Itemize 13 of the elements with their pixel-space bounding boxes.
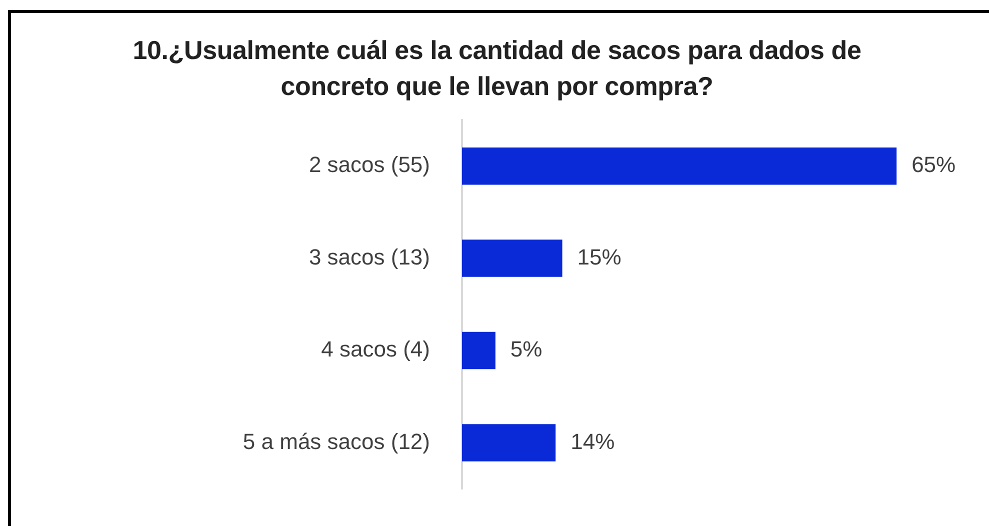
data-label: 15% [577,244,622,270]
data-label: 5% [510,336,542,362]
chart-title: 10.¿Usualmente cuál es la cantidad de sacos para dados de concreto que le llevan por compra? [132,34,862,103]
data-label: 65% [912,152,956,178]
y-tick-label: 2 sacos (55) [308,152,430,178]
y-tick-label: 4 sacos (4) [321,336,430,362]
bar [462,147,897,185]
bar [462,332,496,370]
data-label: 14% [570,428,615,454]
y-tick-label: 3 sacos (13) [308,244,430,270]
y-tick-label: 5 a más sacos (12) [242,428,430,454]
bar [462,240,562,277]
bar [462,424,556,462]
